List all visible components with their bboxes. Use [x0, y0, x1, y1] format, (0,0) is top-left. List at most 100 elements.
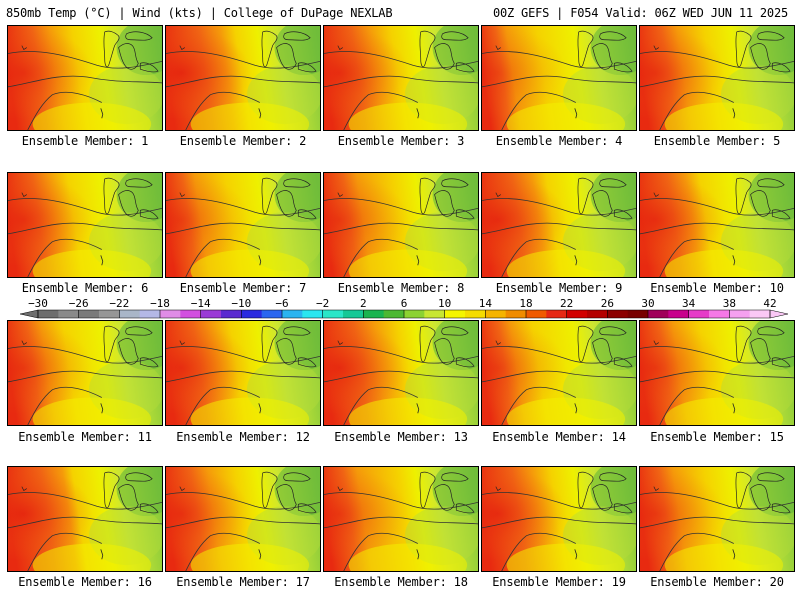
contour-line	[27, 386, 102, 425]
temperature-map	[640, 467, 794, 571]
contour-line	[482, 492, 636, 510]
contour-line	[8, 370, 162, 383]
contour-line	[482, 222, 636, 235]
colorbar-tick-label: 18	[519, 297, 532, 310]
colorbar-tick-label: −2	[316, 297, 329, 310]
contour-line	[8, 198, 162, 216]
panel-label: Ensemble Member: 20	[650, 575, 784, 589]
temperature-map	[482, 321, 636, 425]
contour-line	[8, 51, 162, 69]
ensemble-map-panel	[323, 320, 479, 426]
temperature-map	[8, 26, 162, 130]
colorbar-segment	[668, 310, 690, 318]
temperature-map	[482, 173, 636, 277]
great-lakes-outline	[735, 325, 791, 368]
contour-line	[324, 222, 478, 235]
temperature-map	[640, 321, 794, 425]
contour-line	[482, 346, 636, 364]
colorbar-segment	[424, 310, 446, 318]
colorbar-tick-label: −10	[231, 297, 251, 310]
contour-line	[640, 370, 794, 383]
contour-line	[8, 346, 162, 364]
header-title: 850mb Temp (°C) | Wind (kts) | College o…	[6, 6, 393, 20]
contour-line	[501, 386, 576, 425]
panel-label: Ensemble Member: 2	[179, 134, 307, 148]
colorbar-segment	[587, 310, 608, 318]
temperature-map	[482, 26, 636, 130]
great-lakes-outline	[103, 30, 159, 73]
colorbar-segment	[139, 310, 161, 318]
contour-line	[324, 75, 478, 88]
colorbar-tick-label: 10	[438, 297, 451, 310]
temperature-map	[324, 173, 478, 277]
contour-line	[8, 222, 162, 235]
contour-line	[501, 238, 576, 277]
colorbar-tick-label: 26	[601, 297, 614, 310]
temperature-map	[324, 467, 478, 571]
temperature-map	[482, 467, 636, 571]
ensemble-map-panel	[639, 25, 795, 131]
contour-line	[343, 532, 418, 571]
colorbar-segment	[505, 310, 527, 318]
colorbar-tick-label: −18	[150, 297, 170, 310]
colorbar-tick-label: −6	[275, 297, 288, 310]
colorbar-tick-label: −30	[28, 297, 48, 310]
colorbar-tick-label: 38	[723, 297, 736, 310]
colorbar-segment	[363, 310, 385, 318]
great-lakes-outline	[735, 471, 791, 514]
contour-line	[27, 91, 102, 130]
ensemble-map-panel	[323, 172, 479, 278]
colorbar-segment	[282, 310, 303, 318]
colorbar-right-arrow	[769, 309, 788, 319]
contour-line	[659, 386, 734, 425]
great-lakes-outline	[103, 471, 159, 514]
contour-line	[640, 516, 794, 529]
panel-label: Ensemble Member: 10	[650, 281, 784, 295]
contour-line	[27, 238, 102, 277]
contour-line	[343, 91, 418, 130]
panel-label: Ensemble Member: 4	[495, 134, 623, 148]
contour-line	[185, 386, 260, 425]
ensemble-map-panel	[323, 466, 479, 572]
temperature-map	[8, 321, 162, 425]
great-lakes-outline	[577, 471, 633, 514]
colorbar-segment	[200, 310, 222, 318]
ensemble-map-panel	[323, 25, 479, 131]
contour-line	[640, 75, 794, 88]
colorbar-graphic: −30 −26 −22 −18 −14 −10 −6 −2 2 6 10 14 18 22 26 30 34 38…	[19, 297, 788, 319]
ensemble-map-panel	[481, 172, 637, 278]
header-run-info: 00Z GEFS | F054 Valid: 06Z WED JUN 11 20…	[492, 6, 788, 20]
colorbar-tick-label: 30	[641, 297, 654, 310]
contour-line	[324, 516, 478, 529]
contour-line	[501, 91, 576, 130]
panel-label: Ensemble Member: 3	[337, 134, 465, 148]
colorbar-segment	[607, 310, 629, 318]
contour-line	[166, 492, 320, 510]
contour-line	[166, 516, 320, 529]
panel-label: Ensemble Member: 14	[492, 430, 626, 444]
panel-label: Ensemble Member: 13	[334, 430, 468, 444]
panel-label: Ensemble Member: 11	[18, 430, 152, 444]
colorbar-tick-label: −14	[191, 297, 211, 310]
colorbar-segment	[444, 310, 466, 318]
contour-line	[640, 222, 794, 235]
panel-label: Ensemble Member: 16	[18, 575, 152, 589]
colorbar-segment	[485, 310, 507, 318]
great-lakes-outline	[577, 325, 633, 368]
panel-label: Ensemble Member: 8	[337, 281, 465, 295]
contour-line	[343, 386, 418, 425]
panel-label: Ensemble Member: 9	[495, 281, 623, 295]
ensemble-map-panel	[165, 466, 321, 572]
great-lakes-outline	[735, 30, 791, 73]
temperature-colorbar: −30 −26 −22 −18 −14 −10 −6 −2 2 6 10 14 18 22 26 30 34 38…	[18, 297, 788, 321]
colorbar-segment	[627, 310, 649, 318]
contour-line	[324, 370, 478, 383]
contour-line	[659, 91, 734, 130]
ensemble-map-panel	[165, 25, 321, 131]
temperature-map	[166, 173, 320, 277]
contour-line	[482, 516, 636, 529]
temperature-map	[166, 321, 320, 425]
ensemble-map-panel	[7, 172, 163, 278]
contour-line	[482, 370, 636, 383]
contour-line	[8, 75, 162, 88]
